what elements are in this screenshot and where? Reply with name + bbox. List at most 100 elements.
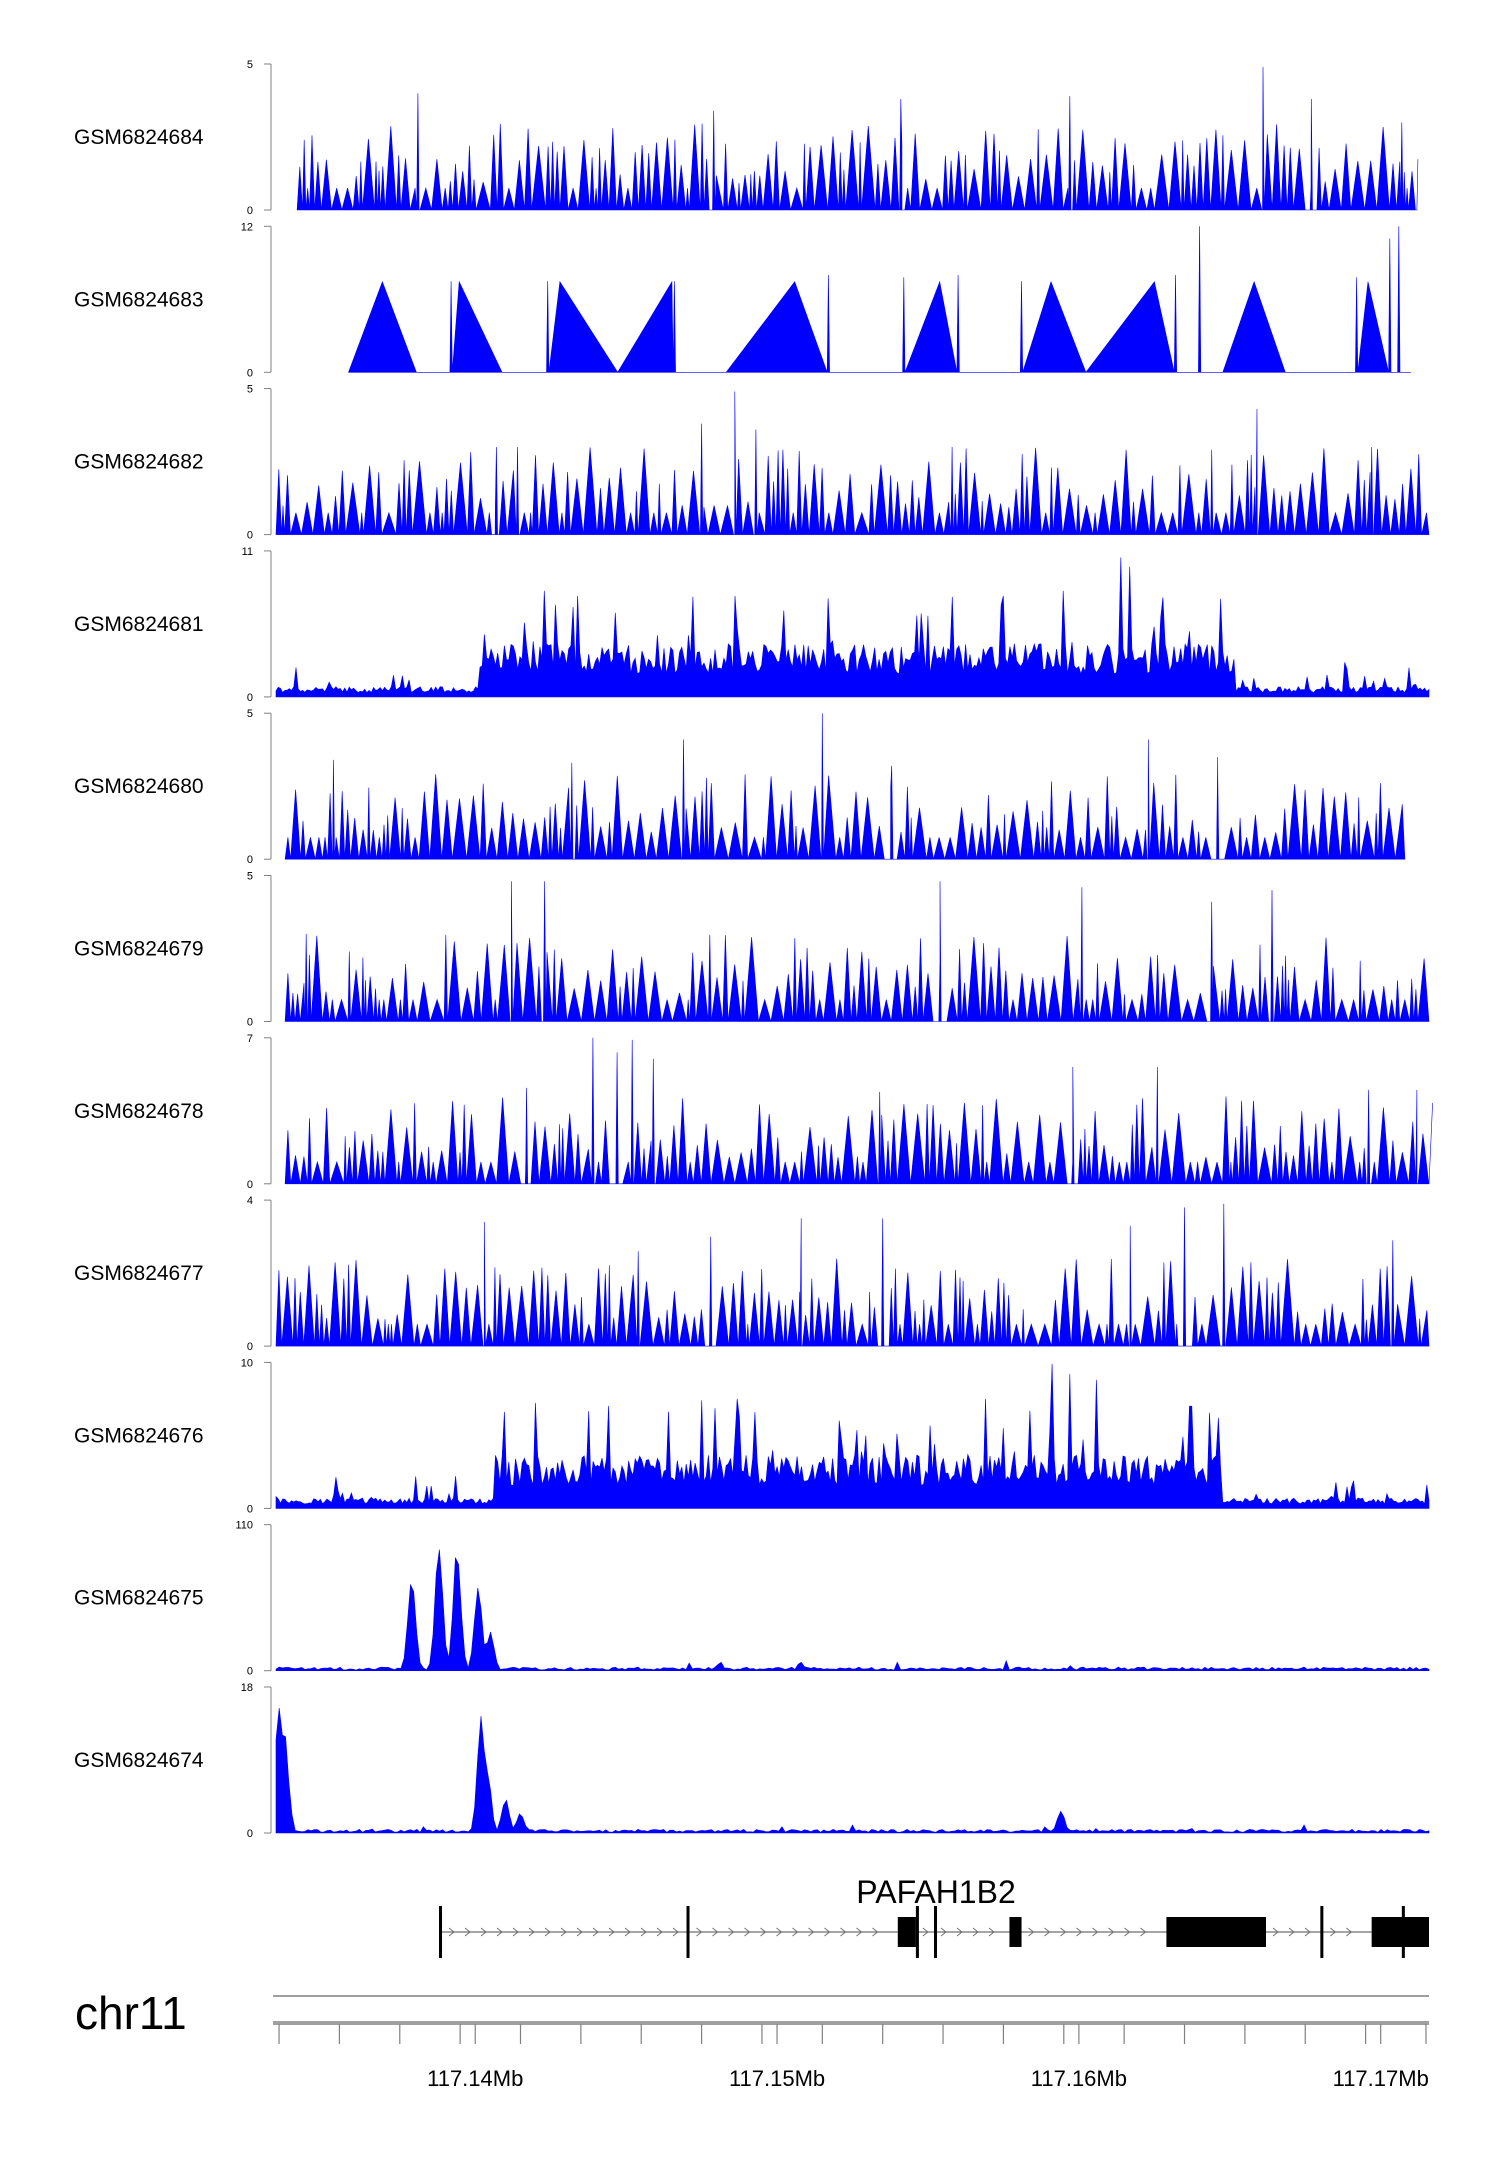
- track-label: GSM6824676: [74, 1424, 204, 1447]
- strand-arrow: [464, 1927, 471, 1937]
- y-axis-max-label: 4: [247, 1195, 253, 1207]
- y-axis-max-label: 18: [241, 1682, 253, 1694]
- gene-name-label: PAFAH1B2: [856, 1874, 1015, 1910]
- exon: [1401, 1906, 1405, 1958]
- y-axis-min-label: 0: [247, 1017, 253, 1029]
- signal-area: [275, 1203, 1430, 1348]
- y-axis-min-label: 0: [247, 367, 253, 379]
- exon: [686, 1906, 690, 1958]
- strand-arrow: [1330, 1927, 1337, 1937]
- x-tick-label: 117.17Mb: [1333, 2066, 1429, 2091]
- strand-arrow: [576, 1927, 583, 1937]
- exon: [915, 1906, 919, 1958]
- signal-area: [348, 226, 1411, 373]
- track-GSM6824682: GSM6824682 5 0: [74, 384, 1430, 542]
- x-tick-label: 117.15Mb: [729, 2066, 825, 2091]
- y-axis-max-label: 7: [247, 1033, 253, 1045]
- exon: [1009, 1917, 1022, 1947]
- chromosome-label: chr11: [75, 1987, 187, 2039]
- gene-structure: [439, 1906, 1429, 1958]
- strand-arrow: [672, 1927, 679, 1937]
- track-label: GSM6824678: [74, 1100, 204, 1123]
- strand-arrow: [640, 1927, 647, 1937]
- y-axis-max-label: 12: [241, 221, 253, 233]
- strand-arrow: [528, 1927, 535, 1937]
- track-GSM6824674: GSM6824674 18 0: [74, 1682, 1430, 1840]
- y-axis-min-label: 0: [247, 692, 253, 704]
- y-axis-min-label: 0: [247, 205, 253, 217]
- track-label: GSM6824674: [74, 1749, 204, 1772]
- track-label: GSM6824675: [74, 1587, 204, 1610]
- strand-arrow: [512, 1927, 519, 1937]
- exon: [1166, 1917, 1267, 1947]
- y-axis-min-label: 0: [247, 1828, 253, 1840]
- strand-arrow: [1140, 1927, 1147, 1937]
- y-axis-min-label: 0: [247, 854, 253, 866]
- strand-arrow: [760, 1927, 767, 1937]
- signal-area: [284, 881, 1430, 1023]
- signal-area: [275, 1363, 1430, 1509]
- strand-arrow: [744, 1927, 751, 1937]
- strand-arrow: [1288, 1927, 1295, 1937]
- y-axis-max-label: 11: [242, 546, 253, 558]
- y-axis-min-label: 0: [247, 1179, 253, 1191]
- signal-area: [296, 66, 1419, 211]
- track-label: GSM6824683: [74, 288, 204, 311]
- y-axis-max-label: 5: [247, 384, 253, 396]
- strand-arrow: [696, 1927, 703, 1937]
- strand-arrow: [1124, 1927, 1131, 1937]
- track-label: GSM6824682: [74, 451, 204, 474]
- data-tracks: GSM682468450GSM6824683120GSM682468250GSM…: [74, 59, 1433, 1840]
- strand-arrow: [1304, 1927, 1311, 1937]
- x-ticks: 117.14Mb 117.15Mb 117.16Mb 117.17Mb: [278, 2024, 1429, 2091]
- signal-area: [275, 557, 1430, 698]
- strand-arrow: [824, 1927, 831, 1937]
- track-GSM6824679: GSM6824679 5 0: [74, 871, 1430, 1029]
- strand-arrow: [940, 1927, 947, 1937]
- exon: [897, 1917, 916, 1947]
- strand-arrow: [872, 1927, 879, 1937]
- y-axis-min-label: 0: [247, 1666, 253, 1678]
- track-GSM6824684: GSM6824684 5 0: [74, 59, 1419, 217]
- strand-arrow: [856, 1927, 863, 1937]
- strand-arrow: [712, 1927, 719, 1937]
- strand-arrow: [1108, 1927, 1115, 1937]
- track-label: GSM6824684: [74, 126, 204, 149]
- track-GSM6824676: GSM6824676 10 0: [74, 1357, 1430, 1515]
- strand-arrow: [988, 1927, 995, 1937]
- y-axis-max-label: 5: [247, 871, 253, 883]
- exon: [439, 1906, 443, 1958]
- signal-area: [284, 713, 1406, 860]
- exon: [934, 1906, 938, 1958]
- signal-area: [284, 1037, 1433, 1185]
- strand-arrow: [608, 1927, 615, 1937]
- strand-arrow: [1044, 1927, 1051, 1937]
- strand-arrow: [1076, 1927, 1083, 1937]
- exon: [1320, 1906, 1324, 1958]
- track-GSM6824681: GSM6824681 11 0: [74, 546, 1430, 704]
- strand-arrow: [972, 1927, 979, 1937]
- strand-arrow: [592, 1927, 599, 1937]
- track-GSM6824680: GSM6824680 5 0: [74, 708, 1406, 866]
- strand-arrow: [922, 1927, 929, 1937]
- strand-arrow: [1346, 1927, 1353, 1937]
- y-axis-max-label: 5: [247, 59, 253, 71]
- strand-arrow: [1272, 1927, 1279, 1937]
- signal-area: [275, 1707, 1430, 1834]
- strand-arrow: [1028, 1927, 1035, 1937]
- gene-track: PAFAH1B2: [439, 1874, 1429, 1958]
- strand-arrow: [656, 1927, 663, 1937]
- y-axis-min-label: 0: [247, 530, 253, 542]
- strand-arrow: [956, 1927, 963, 1937]
- track-GSM6824677: GSM6824677 4 0: [74, 1195, 1430, 1353]
- strand-arrow: [560, 1927, 567, 1937]
- track-GSM6824678: GSM6824678 7 0: [74, 1033, 1433, 1191]
- strand-arrow: [728, 1927, 735, 1937]
- y-axis-min-label: 0: [247, 1503, 253, 1515]
- exon: [1371, 1917, 1429, 1947]
- y-axis-min-label: 0: [247, 1341, 253, 1353]
- signal-area: [275, 1549, 1430, 1671]
- signal-area: [275, 391, 1430, 536]
- track-label: GSM6824679: [74, 938, 204, 961]
